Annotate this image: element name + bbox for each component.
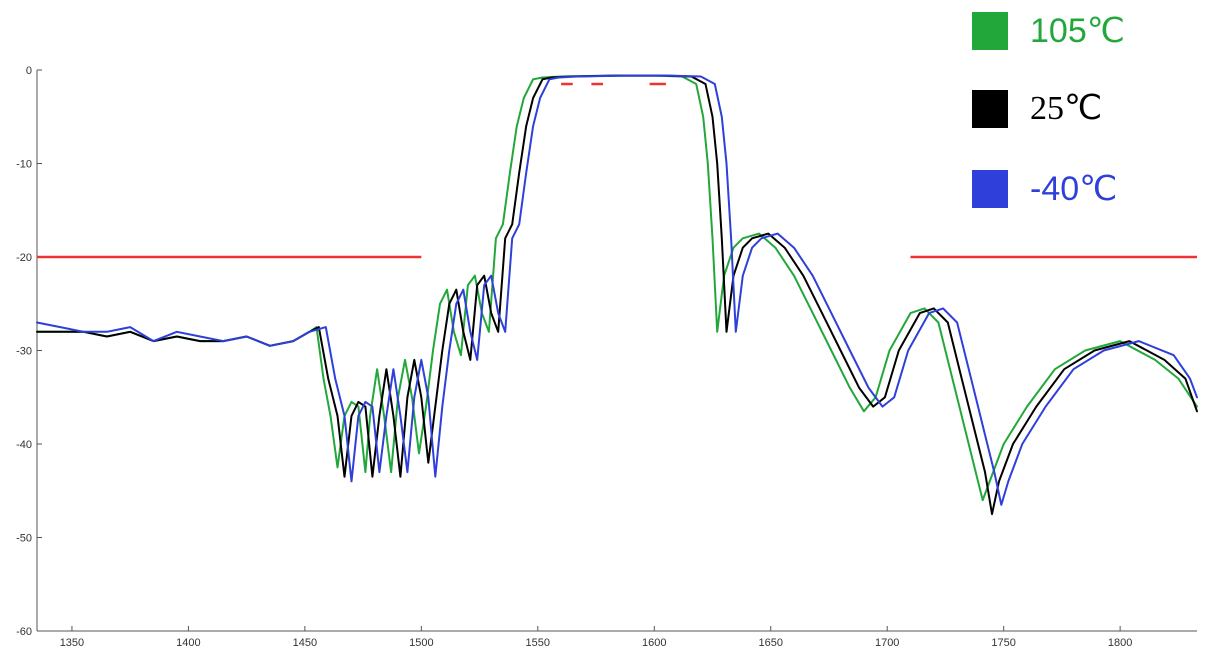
legend-item-minus40c: -40℃	[972, 170, 1117, 208]
y-tick-label: -40	[16, 439, 32, 451]
y-tick-label: -10	[16, 159, 32, 171]
x-tick-label: 1350	[60, 637, 84, 649]
x-tick-label: 1500	[409, 637, 433, 649]
series-line	[36, 74, 1198, 506]
legend-item-25c: 25℃	[972, 90, 1102, 128]
legend-item-105c: 105℃	[972, 12, 1125, 50]
x-tick-label: 1650	[758, 637, 782, 649]
x-tick-label: 1800	[1108, 637, 1132, 649]
legend-swatch-105c	[972, 12, 1008, 50]
series-group	[36, 74, 1198, 516]
y-tick-label: -20	[16, 252, 32, 264]
legend-label-25c: 25℃	[1030, 90, 1103, 127]
series-line	[36, 74, 1198, 516]
x-tick-label: 1450	[293, 637, 317, 649]
legend-swatch-minus40c	[972, 170, 1008, 208]
series-line	[36, 74, 1198, 502]
spec-limit-lines	[37, 82, 1197, 259]
y-tick-label: -50	[16, 533, 32, 545]
axes: 0 -10 -20 -30 -40 -50 -60 1350 1400 1450 1500 1550 1…	[16, 65, 1197, 649]
x-tick-label: 1600	[642, 637, 666, 649]
x-tick-label: 1400	[176, 637, 200, 649]
y-tick-label: 0	[26, 65, 32, 77]
x-tick-label: 1700	[875, 637, 899, 649]
legend-label-minus40c: -40℃	[1030, 170, 1118, 208]
x-tick-label: 1750	[991, 637, 1015, 649]
y-tick-label: -30	[16, 346, 32, 358]
legend-label-105c: 105℃	[1030, 12, 1125, 50]
x-tick-label: 1550	[526, 637, 550, 649]
y-tick-label: -60	[16, 626, 32, 638]
legend-swatch-25c	[972, 90, 1008, 128]
